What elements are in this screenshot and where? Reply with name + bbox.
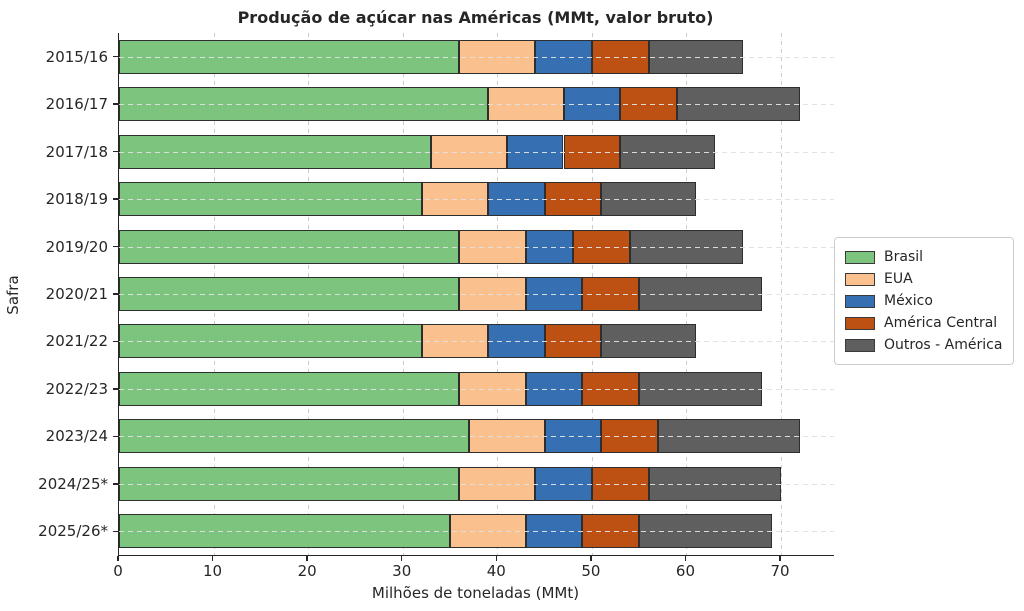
y-gridline [119, 436, 834, 438]
y-tick-label: 2016/17 [45, 95, 108, 114]
y-tick-label: 2025/26* [38, 522, 108, 541]
y-tick-label: 2021/22 [45, 332, 108, 351]
x-tick-mark [117, 556, 119, 561]
y-gridline [119, 483, 834, 485]
y-tick-mark [113, 435, 118, 438]
legend-item: Outros - América [845, 334, 1003, 356]
x-tick-mark [306, 556, 308, 561]
legend-swatch [845, 272, 875, 286]
y-gridline [119, 199, 834, 201]
y-tick-mark [113, 483, 118, 485]
y-gridline [119, 294, 834, 295]
legend-item: EUA [845, 268, 1003, 290]
y-tick-label: 2015/16 [45, 47, 108, 66]
legend-item: México [845, 290, 1003, 312]
x-tick-label: 40 [486, 562, 506, 580]
y-tick-mark [113, 530, 118, 533]
legend: Brasil EUA México América Central Outros - A… [834, 237, 1014, 365]
legend-item: América Central [845, 312, 1003, 334]
y-tick-label: 2018/19 [45, 190, 108, 209]
x-tick-mark [779, 556, 781, 561]
legend-swatch [845, 250, 875, 264]
chart-title: Produção de açúcar nas Américas (MMt, va… [237, 8, 714, 27]
legend-item: Brasil [845, 246, 1003, 268]
y-tick-label: 2023/24 [45, 427, 108, 446]
y-tick-mark [113, 388, 118, 390]
y-tick-mark [113, 293, 118, 295]
y-tick-mark [113, 150, 118, 153]
y-tick-label: 2019/20 [45, 237, 108, 256]
legend-label: América Central [884, 315, 998, 331]
y-tick-label: 2024/25* [38, 474, 108, 493]
plot-area [118, 33, 834, 556]
x-tick-label: 50 [581, 562, 601, 580]
x-axis-label: Milhões de toneladas (MMt) [371, 584, 580, 602]
y-tick-label: 2022/23 [45, 379, 108, 398]
y-gridline [119, 341, 834, 343]
x-tick-label: 30 [392, 562, 412, 580]
y-tick-label: 2017/18 [45, 142, 108, 161]
legend-swatch [845, 338, 875, 352]
x-tick-label: 20 [297, 562, 317, 580]
x-tick-mark [495, 556, 498, 561]
x-tick-mark [211, 556, 214, 561]
y-gridline [119, 104, 834, 106]
x-tick-mark [684, 556, 687, 561]
y-tick-mark [113, 198, 118, 200]
y-tick-mark [113, 245, 118, 248]
y-tick-mark [113, 103, 118, 105]
legend-swatch [845, 294, 875, 308]
legend-swatch [845, 316, 875, 330]
x-tick-label: 70 [770, 562, 790, 580]
y-tick-mark [113, 55, 118, 58]
x-tick-label: 10 [203, 562, 223, 580]
x-tick-label: 60 [675, 562, 695, 580]
legend-label: Brasil [884, 249, 924, 265]
x-tick-mark [400, 556, 403, 561]
y-gridline [119, 246, 834, 248]
y-gridline [119, 56, 834, 58]
y-gridline [119, 531, 834, 533]
legend-label: Outros - América [884, 337, 1003, 353]
legend-label: EUA [884, 271, 913, 287]
y-gridline [119, 151, 834, 153]
x-tick-mark [590, 556, 592, 561]
legend-label: México [884, 293, 933, 309]
y-tick-label: 2020/21 [45, 285, 108, 303]
y-tick-mark [113, 340, 118, 343]
x-tick-label: 0 [113, 562, 123, 580]
y-gridline [119, 388, 834, 390]
